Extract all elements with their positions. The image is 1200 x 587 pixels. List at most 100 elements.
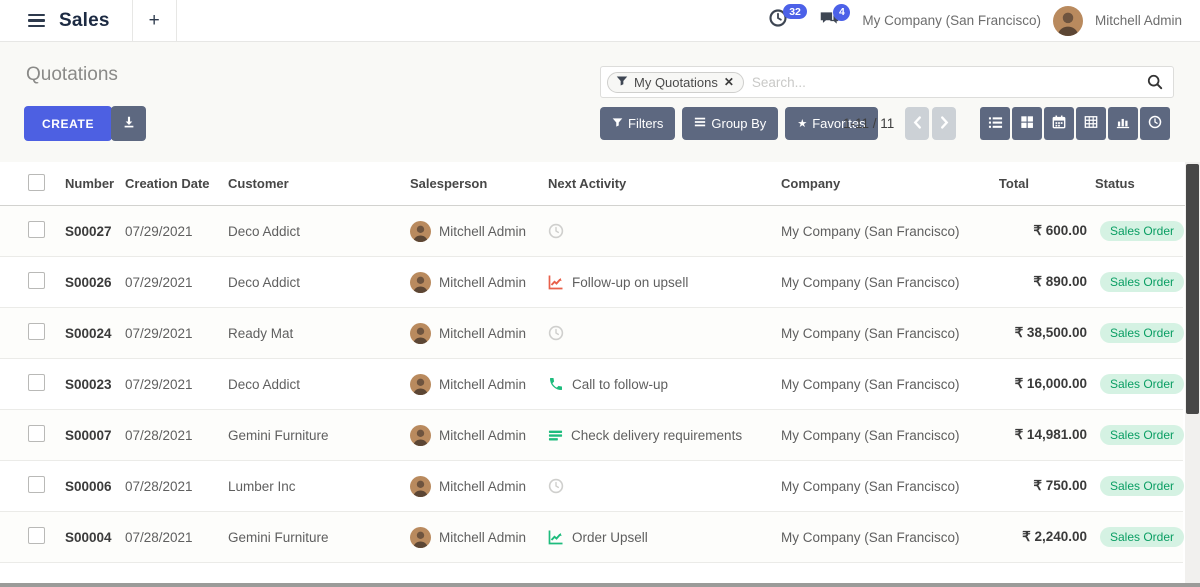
- hamburger-menu-icon[interactable]: [28, 13, 45, 28]
- column-header-status[interactable]: Status: [1095, 176, 1135, 191]
- pager-previous-button[interactable]: [905, 107, 930, 140]
- status-badge: Sales Order: [1100, 527, 1185, 547]
- salesperson-cell: Mitchell Admin: [410, 424, 548, 446]
- column-header-next-activity[interactable]: Next Activity: [548, 176, 627, 191]
- activity-tasks-icon[interactable]: [548, 428, 563, 443]
- pager-next-button[interactable]: [932, 107, 957, 140]
- next-activity-cell[interactable]: [548, 478, 781, 494]
- kanban-view-button[interactable]: [1012, 107, 1042, 140]
- search-icon[interactable]: [1147, 74, 1163, 90]
- creation-date: 07/29/2021: [125, 325, 193, 341]
- user-menu[interactable]: Mitchell Admin: [1094, 13, 1182, 28]
- company-name: My Company (San Francisco): [781, 274, 960, 290]
- table-row[interactable]: S00007 07/28/2021 Gemini Furniture Mitch…: [0, 410, 1185, 461]
- creation-date: 07/29/2021: [125, 274, 193, 290]
- favorites-label: Favorites: [812, 116, 866, 131]
- quotation-number: S00024: [65, 325, 112, 341]
- horizontal-scrollbar[interactable]: [0, 583, 1200, 587]
- chevron-right-icon: [940, 115, 949, 132]
- table-row[interactable]: S00026 07/29/2021 Deco Addict Mitchell A…: [0, 257, 1185, 308]
- column-header-creation-date[interactable]: Creation Date: [125, 176, 210, 191]
- activity-none-clock-icon[interactable]: [548, 325, 564, 341]
- total-amount: ₹ 38,500.00: [1014, 325, 1087, 340]
- creation-date: 07/29/2021: [125, 223, 193, 239]
- next-activity-cell[interactable]: Follow-up on upsell: [548, 274, 781, 290]
- next-activity-cell[interactable]: Call to follow-up: [548, 376, 781, 392]
- app-title[interactable]: Sales: [59, 9, 110, 31]
- calendar-view-button[interactable]: [1044, 107, 1074, 140]
- user-avatar[interactable]: [1052, 5, 1083, 36]
- salesperson-name: Mitchell Admin: [439, 478, 527, 494]
- activity-label: Follow-up on upsell: [572, 274, 689, 290]
- quotation-number: S00004: [65, 529, 112, 545]
- activity-upsell-icon[interactable]: [548, 529, 564, 545]
- salesperson-cell: Mitchell Admin: [410, 271, 548, 293]
- clock-icon: [768, 8, 788, 33]
- filters-button[interactable]: Filters: [600, 107, 676, 140]
- salesperson-cell: Mitchell Admin: [410, 220, 548, 242]
- activity-none-clock-icon[interactable]: [548, 478, 564, 494]
- quotations-table: Number Creation Date Customer Salesperso…: [0, 162, 1200, 587]
- table-row[interactable]: S00024 07/29/2021 Ready Mat Mitchell Adm…: [0, 308, 1185, 359]
- pivot-view-button[interactable]: [1076, 107, 1106, 140]
- create-button[interactable]: CREATE: [24, 106, 113, 141]
- favorites-button[interactable]: ★ Favorites: [785, 107, 878, 140]
- filter-chip-close-icon[interactable]: ✕: [723, 75, 734, 89]
- table-row[interactable]: S00004 07/28/2021 Gemini Furniture Mitch…: [0, 512, 1185, 563]
- activities-menu[interactable]: 32: [768, 4, 808, 33]
- next-activity-cell[interactable]: [548, 223, 781, 239]
- total-amount: ₹ 14,981.00: [1014, 427, 1087, 442]
- customer-name: Lumber Inc: [228, 478, 296, 494]
- salesperson-name: Mitchell Admin: [439, 427, 527, 443]
- activity-upsell-overdue-icon[interactable]: [548, 274, 564, 290]
- graph-view-icon: [1116, 115, 1130, 132]
- funnel-icon: [612, 116, 623, 131]
- activity-label: Check delivery requirements: [571, 427, 743, 443]
- kanban-view-icon: [1020, 115, 1034, 132]
- filter-chip-my-quotations[interactable]: My Quotations ✕: [607, 71, 744, 93]
- table-row[interactable]: S00006 07/28/2021 Lumber Inc Mitchell Ad…: [0, 461, 1185, 512]
- list-view-button[interactable]: [980, 107, 1010, 140]
- vertical-scrollbar[interactable]: [1185, 162, 1200, 587]
- row-checkbox[interactable]: [28, 374, 45, 391]
- row-checkbox[interactable]: [28, 425, 45, 442]
- new-tab-button[interactable]: +: [133, 0, 177, 42]
- column-header-total[interactable]: Total: [998, 176, 1029, 191]
- activities-count-badge: 32: [782, 4, 808, 19]
- salesperson-cell: Mitchell Admin: [410, 373, 548, 395]
- column-header-salesperson[interactable]: Salesperson: [410, 176, 488, 191]
- salesperson-avatar: [410, 475, 431, 497]
- row-checkbox[interactable]: [28, 476, 45, 493]
- graph-view-button[interactable]: [1108, 107, 1138, 140]
- funnel-icon: [616, 75, 628, 90]
- column-header-company[interactable]: Company: [781, 176, 841, 191]
- messages-menu[interactable]: 4: [819, 3, 851, 34]
- status-badge: Sales Order: [1100, 374, 1185, 394]
- row-checkbox[interactable]: [28, 323, 45, 340]
- search-bar[interactable]: My Quotations ✕: [600, 66, 1174, 98]
- company-name: My Company (San Francisco): [781, 427, 960, 443]
- table-row[interactable]: S00027 07/29/2021 Deco Addict Mitchell A…: [0, 206, 1185, 257]
- column-header-number[interactable]: Number: [65, 176, 115, 191]
- next-activity-cell[interactable]: [548, 325, 781, 341]
- activity-none-clock-icon[interactable]: [548, 223, 564, 239]
- pager-range: 1-11 / 11: [843, 116, 895, 131]
- row-checkbox[interactable]: [28, 527, 45, 544]
- company-switcher[interactable]: My Company (San Francisco): [862, 13, 1041, 28]
- table-row[interactable]: S00023 07/29/2021 Deco Addict Mitchell A…: [0, 359, 1185, 410]
- search-input[interactable]: [743, 74, 1147, 90]
- status-badge: Sales Order: [1100, 476, 1185, 496]
- pivot-view-icon: [1084, 115, 1098, 132]
- row-checkbox[interactable]: [28, 272, 45, 289]
- group-by-lines-icon: [694, 116, 706, 131]
- next-activity-cell[interactable]: Check delivery requirements: [548, 428, 781, 443]
- activity-call-icon[interactable]: [548, 376, 564, 392]
- export-button[interactable]: [111, 106, 146, 141]
- vertical-scrollbar-thumb[interactable]: [1186, 164, 1199, 414]
- next-activity-cell[interactable]: Order Upsell: [548, 529, 781, 545]
- select-all-checkbox[interactable]: [28, 173, 45, 191]
- activity-view-button[interactable]: [1140, 107, 1170, 140]
- row-checkbox[interactable]: [28, 221, 45, 238]
- column-header-customer[interactable]: Customer: [228, 176, 289, 191]
- group-by-button[interactable]: Group By: [682, 107, 779, 140]
